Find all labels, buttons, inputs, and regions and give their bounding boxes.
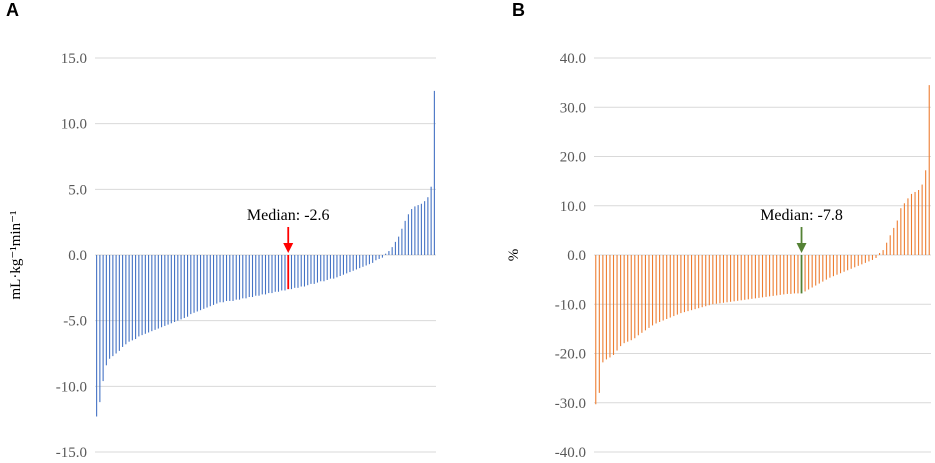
chart-b-y-tick-label: 20.0 xyxy=(560,150,586,166)
chart-b-y-axis-label: % xyxy=(506,249,522,262)
chart-a-y-tick-label: -10.0 xyxy=(56,379,87,395)
chart-a-y-tick-label: 15.0 xyxy=(61,51,87,67)
panel-letter-b: B xyxy=(512,0,525,20)
chart-panel-b: B 40.0 30.0 20.0 10.0 0.0 -10.0 -20.0 -30.0 -40.… xyxy=(468,0,935,463)
chart-b-median-arrowhead xyxy=(796,243,807,253)
chart-b-y-tick-label: -20.0 xyxy=(555,347,586,363)
chart-panel-a: A 15.0 10.0 5.0 0.0 -5.0 -10.0 -15.0 mL·kg⁻¹min… xyxy=(0,0,460,463)
chart-a-y-tick-label: 5.0 xyxy=(68,182,87,198)
chart-a-y-tick-label: -15.0 xyxy=(56,445,87,461)
chart-a-y-tick-label: 10.0 xyxy=(61,117,87,133)
chart-b-y-tick-label: 0.0 xyxy=(567,248,586,264)
chart-b-y-tick-label: 10.0 xyxy=(560,199,586,215)
chart-a-y-axis-label: mL·kg⁻¹min⁻¹ xyxy=(8,211,24,300)
chart-b-svg: 40.0 30.0 20.0 10.0 0.0 -10.0 -20.0 -30.0 -40.0%… xyxy=(506,51,931,461)
chart-b-y-tick-label: -40.0 xyxy=(555,445,586,461)
chart-b-y-tick-label: 30.0 xyxy=(560,100,586,116)
chart-b-y-tick-label: -10.0 xyxy=(555,297,586,313)
chart-a-median-label: Median: -2.6 xyxy=(247,207,330,224)
chart-a-median-arrowhead xyxy=(283,243,294,253)
chart-a-y-tick-label: 0.0 xyxy=(68,248,87,264)
chart-a-svg: 15.0 10.0 5.0 0.0 -5.0 -10.0 -15.0 mL·kg⁻¹min⁻¹… xyxy=(8,51,436,461)
panel-letter-a: A xyxy=(6,0,19,20)
chart-b-median-label: Median: -7.8 xyxy=(760,207,843,224)
chart-b-y-tick-label: -30.0 xyxy=(555,396,586,412)
chart-b-y-tick-label: 40.0 xyxy=(560,51,586,67)
chart-a-y-tick-label: -5.0 xyxy=(63,314,87,330)
